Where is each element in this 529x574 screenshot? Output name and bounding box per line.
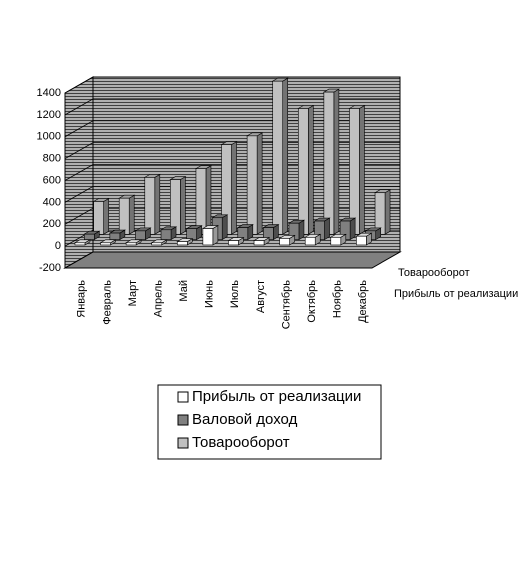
bar — [144, 177, 156, 235]
x-tick-label: Август — [255, 280, 267, 313]
grid-line — [64, 142, 400, 159]
y-tick-label: 200 — [43, 218, 61, 230]
legend-label: Товарооборот — [192, 434, 290, 451]
grid-line — [64, 76, 400, 94]
x-tick-label: Апрель — [152, 280, 164, 318]
plot-area: -200 0 200 400 600 800 1000 1200 1400 Январь Февра… — [37, 76, 518, 330]
bar-side — [324, 217, 330, 241]
y-tick-label: 400 — [43, 196, 61, 208]
grid-line — [64, 207, 400, 225]
bar — [356, 235, 367, 246]
x-tick-label: Февраль — [101, 280, 113, 325]
legend-swatch — [177, 414, 189, 426]
bar-side — [384, 189, 391, 235]
bar-side — [333, 88, 340, 235]
bar-side — [231, 141, 237, 235]
bar-side — [307, 104, 314, 235]
grid-line — [64, 98, 400, 116]
y-tick-label: 1200 — [37, 109, 61, 121]
legend: Прибыль от реализации Валовой доход Товаро… — [157, 384, 382, 460]
bar — [228, 240, 239, 246]
bar — [323, 91, 335, 235]
bar-side — [298, 219, 305, 241]
bar-side — [282, 77, 289, 235]
legend-swatch — [177, 437, 189, 449]
bar-side — [359, 104, 365, 235]
bar — [135, 230, 146, 240]
bar — [297, 108, 309, 235]
bar — [186, 228, 197, 240]
y-tick-label: 1400 — [37, 87, 61, 99]
depth-label: Товарооборот — [398, 267, 470, 279]
bar-side — [205, 165, 212, 235]
depth-label: Прибыль от реализации — [394, 288, 518, 300]
x-tick-label: Сентябрь — [280, 280, 292, 330]
bar — [151, 242, 163, 246]
x-tick-label: Январь — [76, 280, 88, 318]
y-tick-label: 0 — [55, 240, 61, 252]
bar — [170, 179, 181, 235]
bar-side — [349, 217, 356, 241]
y-tick-label: 1000 — [37, 131, 61, 143]
x-tick-label: Июнь — [204, 280, 216, 308]
legend-label: Прибыль от реализации — [192, 388, 361, 405]
x-tick-label: Ноябрь — [332, 280, 344, 318]
bar — [83, 233, 95, 240]
y-tick-label: 600 — [43, 174, 61, 186]
legend-swatch — [177, 391, 189, 403]
bar-side — [221, 214, 228, 241]
bar-side — [212, 225, 219, 246]
y-tick-label: 800 — [43, 153, 61, 165]
legend-label: Валовой доход — [192, 411, 298, 428]
bar — [100, 242, 111, 246]
bar — [279, 238, 290, 246]
bar — [202, 228, 214, 246]
bar-side — [180, 176, 186, 235]
bar — [93, 201, 104, 235]
bar — [304, 237, 316, 246]
bar — [253, 240, 265, 246]
bar — [349, 108, 360, 235]
grid-line — [64, 185, 400, 203]
bar — [125, 242, 137, 246]
bar — [160, 229, 172, 240]
bar — [272, 80, 284, 235]
grid-line — [64, 251, 400, 269]
bar-side — [128, 194, 135, 235]
x-tick-label: Март — [127, 280, 139, 306]
floor — [63, 251, 402, 269]
x-tick-label: Октябрь — [306, 280, 318, 323]
bar — [330, 237, 342, 246]
bar — [118, 197, 130, 235]
x-tick-label: Май — [178, 280, 190, 302]
bar — [195, 168, 207, 235]
bar-side — [154, 173, 161, 235]
grid-line — [64, 120, 400, 138]
bar — [74, 242, 86, 246]
legend-box — [157, 384, 382, 460]
bar-side — [256, 132, 263, 235]
x-tick-label: Декабрь — [357, 280, 369, 323]
x-tick-label: Июль — [229, 280, 241, 308]
bar — [246, 135, 258, 235]
grid-line — [64, 164, 400, 181]
y-tick-label: -200 — [39, 262, 61, 274]
bar-side — [103, 197, 109, 235]
bar — [109, 232, 121, 240]
bar — [176, 241, 188, 246]
